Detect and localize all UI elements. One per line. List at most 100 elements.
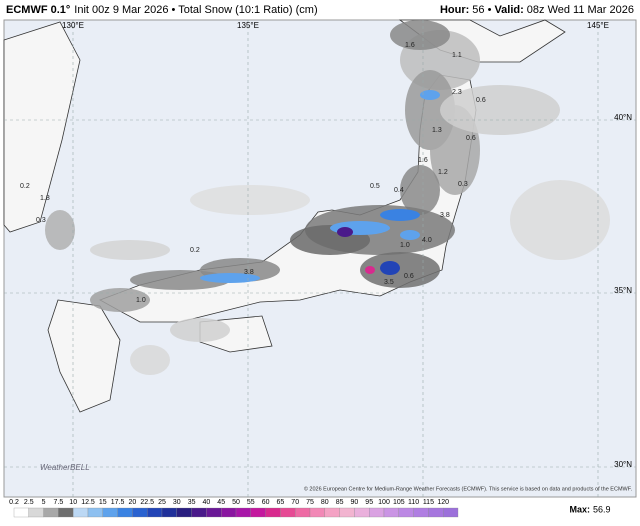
legend-swatch bbox=[117, 507, 133, 518]
legend-label: 105 bbox=[393, 499, 405, 506]
hour-label: Hour: bbox=[440, 4, 469, 16]
value-label: 0.2 bbox=[190, 247, 200, 254]
valid: 08z Wed 11 Mar 2026 bbox=[527, 4, 634, 16]
legend-label: 120 bbox=[437, 499, 449, 506]
legend-label: 0.2 bbox=[9, 499, 19, 506]
legend-swatch bbox=[309, 507, 325, 518]
snow-patch bbox=[440, 85, 560, 135]
value-label: 0.3 bbox=[36, 217, 46, 224]
graticule bbox=[4, 20, 636, 497]
heavy-snow bbox=[380, 209, 420, 221]
legend-swatch bbox=[354, 507, 370, 518]
legend-swatch bbox=[43, 507, 59, 518]
credit: © 2026 European Centre for Medium-Range … bbox=[304, 485, 633, 492]
value-label: 3.8 bbox=[244, 269, 254, 276]
legend-swatch bbox=[161, 507, 177, 518]
legend-swatch bbox=[339, 507, 355, 518]
legend-swatch bbox=[191, 507, 207, 518]
value-label: 3.8 bbox=[440, 212, 450, 219]
value-label: 0.6 bbox=[476, 97, 486, 104]
legend-label: 55 bbox=[247, 499, 255, 506]
value-label: 1.0 bbox=[400, 242, 410, 249]
legend-label: 110 bbox=[408, 499, 419, 506]
legend-swatch bbox=[295, 507, 311, 518]
legend-label: 100 bbox=[378, 499, 390, 506]
korea bbox=[3, 21, 81, 233]
legend-label: 22.5 bbox=[140, 499, 154, 506]
legend-label: 10 bbox=[69, 499, 77, 506]
description: Init 00z 9 Mar 2026 • Total Snow (10:1 R… bbox=[74, 4, 317, 16]
snow-field bbox=[45, 20, 610, 375]
snow-patch bbox=[90, 288, 150, 312]
legend-swatch bbox=[87, 507, 103, 518]
valid-label: Valid: bbox=[494, 4, 523, 16]
value-label: 1.8 bbox=[40, 195, 50, 202]
snow-patch bbox=[360, 252, 440, 288]
legend-swatch bbox=[147, 507, 163, 518]
max-label: Max: bbox=[569, 504, 590, 514]
heavy-snow bbox=[420, 90, 440, 100]
legend-label: 35 bbox=[188, 499, 196, 506]
max-value: 56.9 bbox=[593, 504, 611, 514]
latitude-label: 40°N bbox=[614, 113, 632, 122]
snow-patch bbox=[90, 240, 170, 260]
value-label: 1.6 bbox=[418, 157, 428, 164]
snow-patch bbox=[130, 270, 230, 290]
heavy-snow bbox=[400, 230, 420, 240]
legend-swatch bbox=[132, 507, 148, 518]
snow-patch bbox=[390, 20, 450, 50]
legend-swatch bbox=[413, 507, 429, 518]
legend-swatch bbox=[221, 507, 237, 518]
longitude-label: 130°E bbox=[62, 21, 84, 30]
value-label: 0.5 bbox=[370, 183, 380, 190]
latitude-label: 30°N bbox=[614, 460, 632, 469]
legend-swatch bbox=[383, 507, 399, 518]
legend-swatch bbox=[369, 507, 385, 518]
value-label: 3.5 bbox=[384, 279, 394, 286]
legend-label: 12.5 bbox=[81, 499, 95, 506]
legend-label: 50 bbox=[232, 499, 240, 506]
legend-label: 5 bbox=[42, 499, 46, 506]
longitude-label: 135°E bbox=[237, 21, 259, 30]
legend-label: 85 bbox=[336, 499, 344, 506]
snow-patch bbox=[170, 318, 230, 342]
legend-swatch bbox=[102, 507, 118, 518]
legend-swatch bbox=[176, 507, 192, 518]
longitude-label: 145°E bbox=[587, 21, 609, 30]
value-label: 1.0 bbox=[136, 297, 146, 304]
snow-patch bbox=[190, 185, 310, 215]
value-label: 1.1 bbox=[452, 52, 462, 59]
legend-label: 115 bbox=[423, 499, 434, 506]
legend-label: 20 bbox=[129, 499, 137, 506]
legend-swatch bbox=[428, 507, 444, 518]
legend-swatch bbox=[206, 507, 222, 518]
legend-label: 40 bbox=[203, 499, 211, 506]
value-labels: 1.6 1.1 2.3 0.6 1.3 0.6 1.6 1.2 0.3 0.5 0.4 3.8 4.0 1… bbox=[20, 42, 486, 304]
heavy-snow bbox=[365, 266, 375, 274]
value-label: 1.3 bbox=[432, 127, 442, 134]
legend-label: 45 bbox=[217, 499, 225, 506]
legend-label: 80 bbox=[321, 499, 329, 506]
value-label: 0.6 bbox=[466, 135, 476, 142]
legend-swatch bbox=[28, 507, 44, 518]
heavy-snow bbox=[200, 273, 260, 283]
hour: 56 • bbox=[472, 4, 491, 16]
legend-label: 70 bbox=[291, 499, 299, 506]
latitude-label: 35°N bbox=[614, 286, 632, 295]
value-label: 1.6 bbox=[405, 42, 415, 49]
legend-swatch bbox=[398, 507, 414, 518]
header-right: Hour: 56 • Valid: 08z Wed 11 Mar 2026 bbox=[440, 4, 634, 16]
value-label: 0.6 bbox=[404, 273, 414, 280]
legend-label: 30 bbox=[173, 499, 181, 506]
value-label: 2.3 bbox=[452, 89, 462, 96]
legend-swatch bbox=[280, 507, 296, 518]
header-left: ECMWF 0.1° Init 00z 9 Mar 2026 • Total Sn… bbox=[6, 4, 318, 16]
legend-swatch bbox=[58, 507, 74, 518]
legend-swatch bbox=[13, 507, 29, 518]
legend-label: 60 bbox=[262, 499, 270, 506]
legend-label: 2.5 bbox=[24, 499, 34, 506]
legend: 0.2 2.5 5 7.5 10 12.5 15 17.5 20 22.5 25 30 35 40 45 50… bbox=[9, 499, 459, 518]
legend-label: 95 bbox=[365, 499, 373, 506]
legend-swatch bbox=[235, 507, 251, 518]
